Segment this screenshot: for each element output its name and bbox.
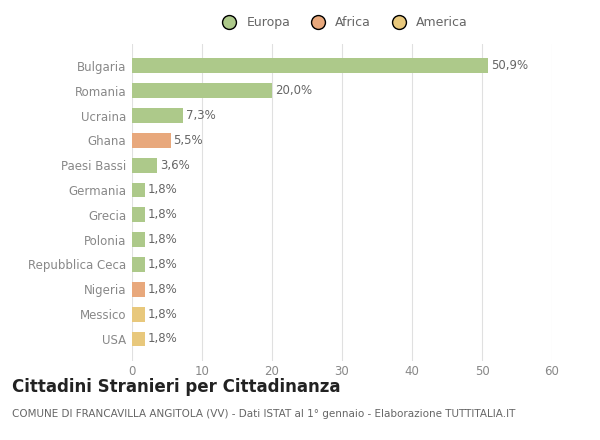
Bar	[132, 307, 145, 322]
Text: 50,9%: 50,9%	[491, 59, 528, 72]
Text: 1,8%: 1,8%	[148, 333, 177, 345]
Text: 1,8%: 1,8%	[148, 283, 177, 296]
Bar	[132, 158, 157, 172]
Text: 7,3%: 7,3%	[186, 109, 215, 122]
Text: COMUNE DI FRANCAVILLA ANGITOLA (VV) - Dati ISTAT al 1° gennaio - Elaborazione TU: COMUNE DI FRANCAVILLA ANGITOLA (VV) - Da…	[12, 409, 515, 419]
Bar	[132, 59, 488, 73]
Text: 20,0%: 20,0%	[275, 84, 312, 97]
Text: Cittadini Stranieri per Cittadinanza: Cittadini Stranieri per Cittadinanza	[12, 378, 341, 396]
Bar	[132, 331, 145, 346]
Bar	[132, 232, 145, 247]
Bar	[132, 257, 145, 272]
Legend: Europa, Africa, America: Europa, Africa, America	[214, 13, 470, 31]
Text: 3,6%: 3,6%	[160, 159, 190, 172]
Text: 1,8%: 1,8%	[148, 233, 177, 246]
Text: 1,8%: 1,8%	[148, 208, 177, 221]
Bar	[132, 183, 145, 198]
Bar	[132, 133, 170, 148]
Bar	[132, 83, 272, 98]
Bar	[132, 108, 183, 123]
Text: 1,8%: 1,8%	[148, 308, 177, 321]
Text: 5,5%: 5,5%	[173, 134, 203, 147]
Bar	[132, 207, 145, 222]
Text: 1,8%: 1,8%	[148, 183, 177, 197]
Bar	[132, 282, 145, 297]
Text: 1,8%: 1,8%	[148, 258, 177, 271]
